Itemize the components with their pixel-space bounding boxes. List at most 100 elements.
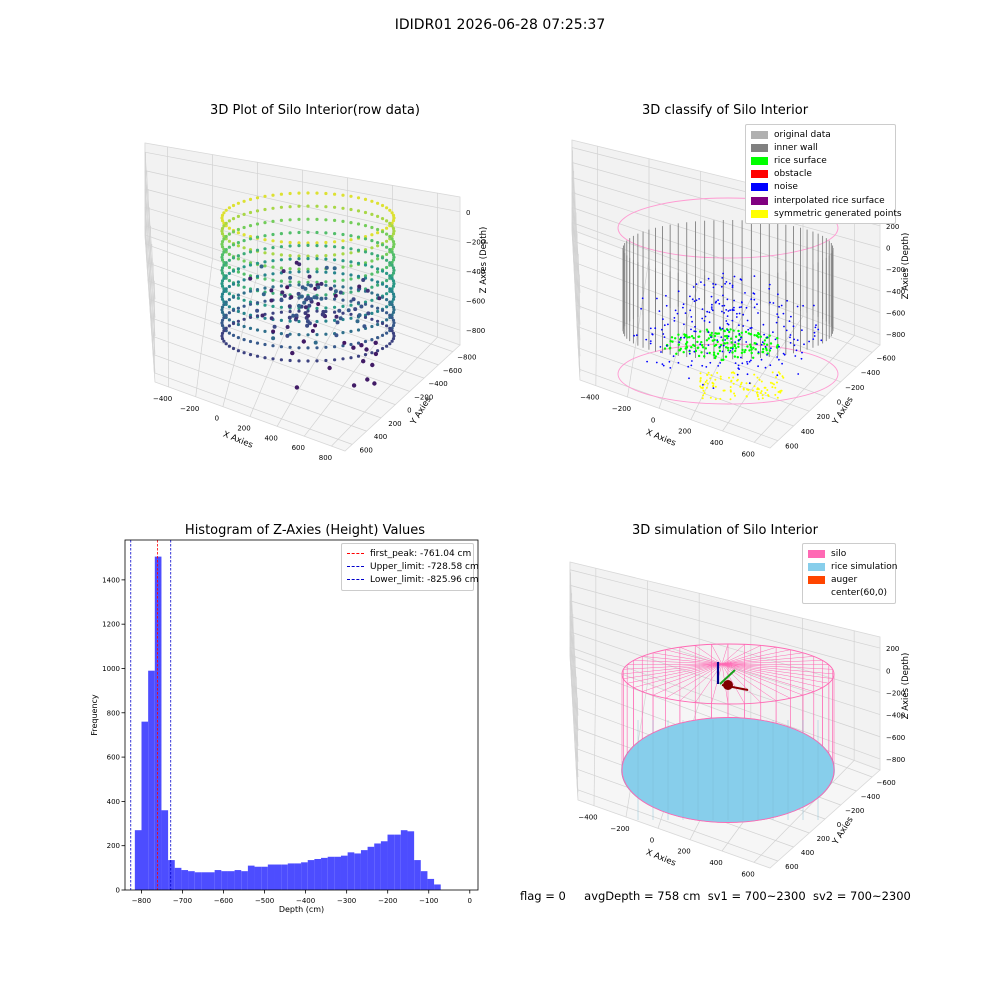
p1-point — [380, 308, 385, 312]
p1-point — [388, 263, 392, 267]
p2-rice-point — [700, 351, 703, 354]
p2-noise-point — [748, 382, 751, 384]
histogram-bar — [188, 871, 195, 890]
p1-point — [333, 245, 337, 249]
p4-x-axis-label: X Axies — [644, 848, 677, 869]
p4-silo-line — [721, 656, 814, 665]
p1-point — [333, 305, 337, 309]
p1-point — [388, 342, 392, 346]
p1-point — [363, 237, 368, 241]
p2-rice-point — [675, 352, 678, 355]
p1-point — [335, 320, 340, 325]
legend-item: center(60,0) — [808, 587, 890, 600]
p1-point — [390, 339, 394, 343]
p1-point — [390, 316, 394, 320]
p2-rice-point — [700, 344, 704, 347]
p1-point — [306, 217, 310, 221]
p1-point — [390, 274, 394, 278]
p1-point — [263, 273, 267, 277]
p1-point — [224, 302, 228, 306]
p1-point — [227, 344, 231, 348]
p1-point — [324, 345, 328, 349]
p2-symmetric-point — [740, 381, 743, 384]
p2-noise-point — [746, 373, 749, 376]
p2-rice-point — [750, 351, 753, 355]
p2-noise-point — [797, 373, 800, 375]
p1-point — [341, 344, 345, 348]
p1-z-tick-label: −600 — [466, 298, 485, 306]
p1-point — [333, 253, 337, 257]
p2-symmetric-point — [714, 398, 717, 401]
p1-point — [334, 314, 339, 319]
histogram-bar — [360, 850, 368, 890]
p2-noise-point — [645, 338, 648, 341]
p1-point — [388, 234, 392, 239]
p4-silo-line — [642, 656, 723, 665]
p2-noise-point — [694, 330, 697, 333]
p1-point — [377, 296, 382, 301]
p1-gridline — [149, 298, 410, 392]
p2-y-tick-label: −600 — [877, 354, 896, 362]
p2-noise-point — [712, 286, 715, 289]
p2-rice-point — [692, 336, 695, 340]
p2-symmetric-point — [712, 384, 715, 387]
p2-noise-point — [668, 360, 671, 363]
p4-silo-line — [721, 647, 777, 665]
p2-noise-point — [727, 329, 729, 332]
p1-point — [391, 219, 396, 223]
p3-y-tick-label: 200 — [107, 842, 120, 850]
p2-noise-point — [719, 345, 721, 348]
p1-point — [303, 286, 308, 291]
p2-noise-point — [646, 360, 648, 363]
p1-point — [279, 332, 283, 336]
p1-point — [263, 342, 267, 347]
p2-noise-point — [726, 298, 729, 301]
p4-auger-head — [723, 680, 733, 690]
p2-noise-point — [814, 326, 817, 329]
p1-point — [370, 311, 374, 315]
p1-point — [391, 297, 396, 301]
p2-noise-point — [793, 338, 795, 341]
p1-point — [324, 358, 328, 363]
p3-plot-area — [125, 540, 478, 890]
p1-point — [227, 279, 231, 283]
p1-point — [349, 316, 353, 320]
p2-gridline — [571, 177, 881, 270]
p1-point — [255, 328, 260, 332]
p2-noise-point — [768, 287, 771, 290]
legend-swatch — [751, 209, 768, 218]
p2-gridline — [575, 304, 826, 397]
p1-point — [220, 229, 224, 233]
p1-point — [269, 288, 274, 293]
p2-rice-point — [724, 355, 728, 358]
p2-noise-point — [705, 366, 708, 368]
p1-gridline — [144, 151, 461, 213]
p2-noise-point — [663, 324, 666, 327]
p1-point — [297, 191, 301, 195]
p1-point — [224, 274, 228, 278]
p1-point — [356, 328, 361, 332]
p1-point — [385, 271, 389, 275]
histogram-bar — [221, 871, 228, 890]
p2-noise-point — [736, 312, 738, 315]
p2-gridline — [571, 192, 881, 292]
p1-point — [349, 329, 353, 333]
histogram-bar — [148, 670, 155, 890]
p1-y-tick-label: 600 — [360, 446, 373, 454]
p1-point — [222, 274, 226, 278]
p1-point — [294, 260, 299, 265]
p2-noise-point — [802, 304, 804, 307]
p2-rice-point — [734, 335, 738, 338]
p4-z-tick-label: −600 — [886, 734, 905, 742]
p1-point — [220, 308, 224, 312]
p1-point — [385, 219, 389, 223]
p1-point — [236, 293, 240, 297]
p1-point — [248, 315, 253, 319]
p1-point — [222, 303, 226, 307]
histogram-bar — [254, 866, 262, 890]
p1-point — [376, 336, 380, 340]
p1-point — [385, 239, 389, 243]
p2-noise-point — [707, 331, 710, 334]
p1-point — [376, 280, 380, 284]
p2-rice-point — [744, 348, 747, 352]
